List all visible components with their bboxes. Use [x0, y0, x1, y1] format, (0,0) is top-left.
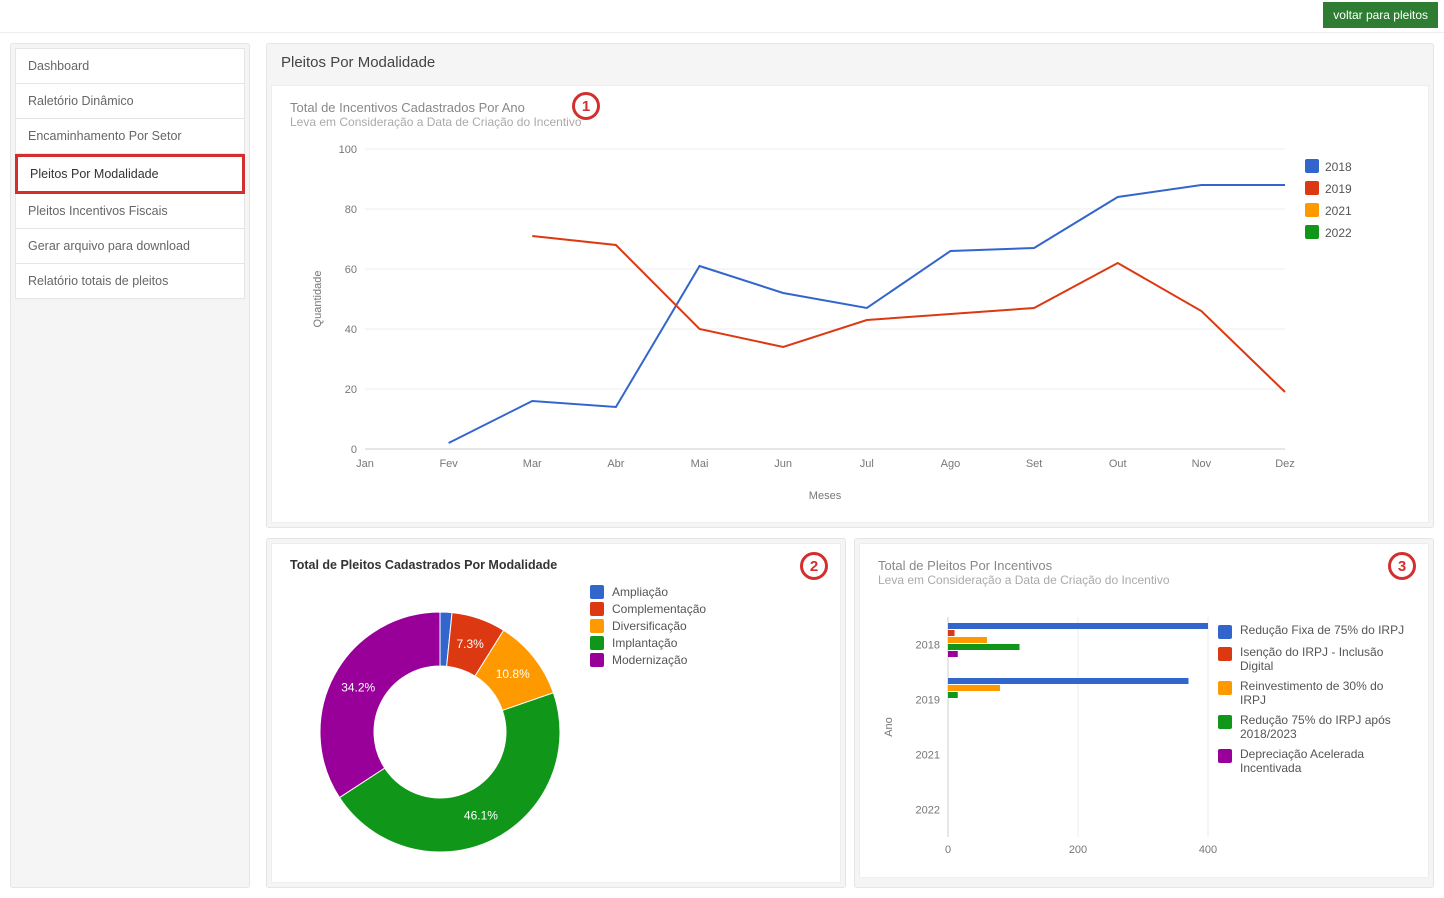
svg-text:Fev: Fev	[439, 458, 458, 470]
svg-text:Jul: Jul	[860, 458, 874, 470]
svg-text:60: 60	[345, 264, 357, 276]
svg-text:0: 0	[351, 444, 357, 456]
sidebar-item[interactable]: Pleitos Incentivos Fiscais	[15, 194, 245, 229]
callout-3: 3	[1388, 552, 1416, 580]
callout-2: 2	[800, 552, 828, 580]
line-chart-title: Total de Incentivos Cadastrados Por Ano	[290, 100, 1410, 115]
svg-text:2018: 2018	[916, 640, 940, 652]
line-chart-subtitle: Leva em Consideração a Data de Criação d…	[290, 115, 1410, 129]
svg-text:200: 200	[1069, 844, 1087, 856]
donut-legend: Ampliação Complementação Diversificação Imp…	[590, 572, 706, 872]
bar-chart: 0 200 400 Ano 2018 2019 2021 2022	[878, 587, 1218, 867]
sidebar: DashboardRaletório DinâmicoEncaminhament…	[10, 43, 250, 888]
donut-chart-title: Total de Pleitos Cadastrados Por Modalid…	[290, 558, 822, 572]
svg-text:Dez: Dez	[1275, 458, 1295, 470]
svg-text:Mar: Mar	[523, 458, 542, 470]
legend-item: Redução Fixa de 75% do IRPJ	[1218, 623, 1410, 639]
svg-text:Ano: Ano	[883, 717, 895, 737]
line-chart: 0 20 40 60 80 100 Jan Fev Mar Abr Mai Jun Jul Ago Set O…	[290, 129, 1410, 509]
svg-text:46.1%: 46.1%	[464, 809, 498, 823]
legend-item: Complementação	[590, 602, 706, 616]
svg-text:Jun: Jun	[774, 458, 792, 470]
sidebar-item[interactable]: Raletório Dinâmico	[15, 84, 245, 119]
svg-text:Meses: Meses	[809, 490, 842, 502]
legend-item: Modernização	[590, 653, 706, 667]
svg-text:7.3%: 7.3%	[456, 637, 484, 651]
svg-text:2021: 2021	[916, 750, 940, 762]
legend-item: Isenção do IRPJ - Inclusão Digital	[1218, 645, 1410, 673]
svg-text:Jan: Jan	[356, 458, 374, 470]
row-secondary: Total de Pleitos Cadastrados Por Modalid…	[266, 538, 1434, 888]
donut-chart: 7.3% 10.8% 46.1% 34.2%	[290, 572, 590, 872]
bar-chart-card: Total de Pleitos Por Incentivos Leva em …	[859, 543, 1429, 878]
svg-text:2018: 2018	[1325, 160, 1352, 174]
panel-donut: Total de Pleitos Cadastrados Por Modalid…	[266, 538, 846, 888]
panel-title: Pleitos Por Modalidade	[267, 44, 1433, 81]
svg-text:Mai: Mai	[691, 458, 709, 470]
svg-text:Set: Set	[1026, 458, 1043, 470]
svg-text:Quantidade: Quantidade	[312, 271, 324, 328]
svg-text:Ago: Ago	[941, 458, 961, 470]
svg-text:Abr: Abr	[607, 458, 624, 470]
legend-item: Diversificação	[590, 619, 706, 633]
svg-text:20: 20	[345, 384, 357, 396]
svg-text:2022: 2022	[916, 805, 940, 817]
svg-text:Nov: Nov	[1192, 458, 1212, 470]
svg-text:2019: 2019	[1325, 182, 1352, 196]
topbar: voltar para pleitos	[0, 0, 1444, 33]
callout-1: 1	[572, 92, 600, 120]
legend-item: Ampliação	[590, 585, 706, 599]
svg-text:2022: 2022	[1325, 226, 1352, 240]
legend-item: Redução 75% do IRPJ após 2018/2023	[1218, 713, 1410, 741]
svg-text:80: 80	[345, 204, 357, 216]
svg-text:34.2%: 34.2%	[341, 681, 375, 695]
svg-text:40: 40	[345, 324, 357, 336]
donut-chart-card: Total de Pleitos Cadastrados Por Modalid…	[271, 543, 841, 883]
bar-chart-subtitle: Leva em Consideração a Data de Criação d…	[878, 573, 1410, 587]
bar-chart-title: Total de Pleitos Por Incentivos	[878, 558, 1410, 573]
sidebar-item[interactable]: Dashboard	[15, 48, 245, 84]
legend-item: Depreciação Acelerada Incentivada	[1218, 747, 1410, 775]
legend-item: Implantação	[590, 636, 706, 650]
sidebar-item[interactable]: Pleitos Por Modalidade	[15, 154, 245, 194]
layout: DashboardRaletório DinâmicoEncaminhament…	[0, 33, 1444, 898]
panel-main: Pleitos Por Modalidade Total de Incentiv…	[266, 43, 1434, 528]
panel-bar: Total de Pleitos Por Incentivos Leva em …	[854, 538, 1434, 888]
svg-text:100: 100	[339, 144, 357, 156]
back-to-pleitos-button[interactable]: voltar para pleitos	[1323, 2, 1438, 28]
svg-text:2021: 2021	[1325, 204, 1352, 218]
line-chart-card: Total de Incentivos Cadastrados Por Ano …	[271, 85, 1429, 523]
main-content: Pleitos Por Modalidade Total de Incentiv…	[266, 43, 1434, 888]
svg-text:Out: Out	[1109, 458, 1127, 470]
svg-text:10.8%: 10.8%	[496, 667, 530, 681]
svg-text:2019: 2019	[916, 695, 940, 707]
legend-item: Reinvestimento de 30% do IRPJ	[1218, 679, 1410, 707]
sidebar-item[interactable]: Encaminhamento Por Setor	[15, 119, 245, 154]
svg-text:0: 0	[945, 844, 951, 856]
sidebar-item[interactable]: Relatório totais de pleitos	[15, 264, 245, 299]
bar-legend: Redução Fixa de 75% do IRPJ Isenção do IR…	[1218, 587, 1410, 867]
svg-text:400: 400	[1199, 844, 1217, 856]
sidebar-item[interactable]: Gerar arquivo para download	[15, 229, 245, 264]
